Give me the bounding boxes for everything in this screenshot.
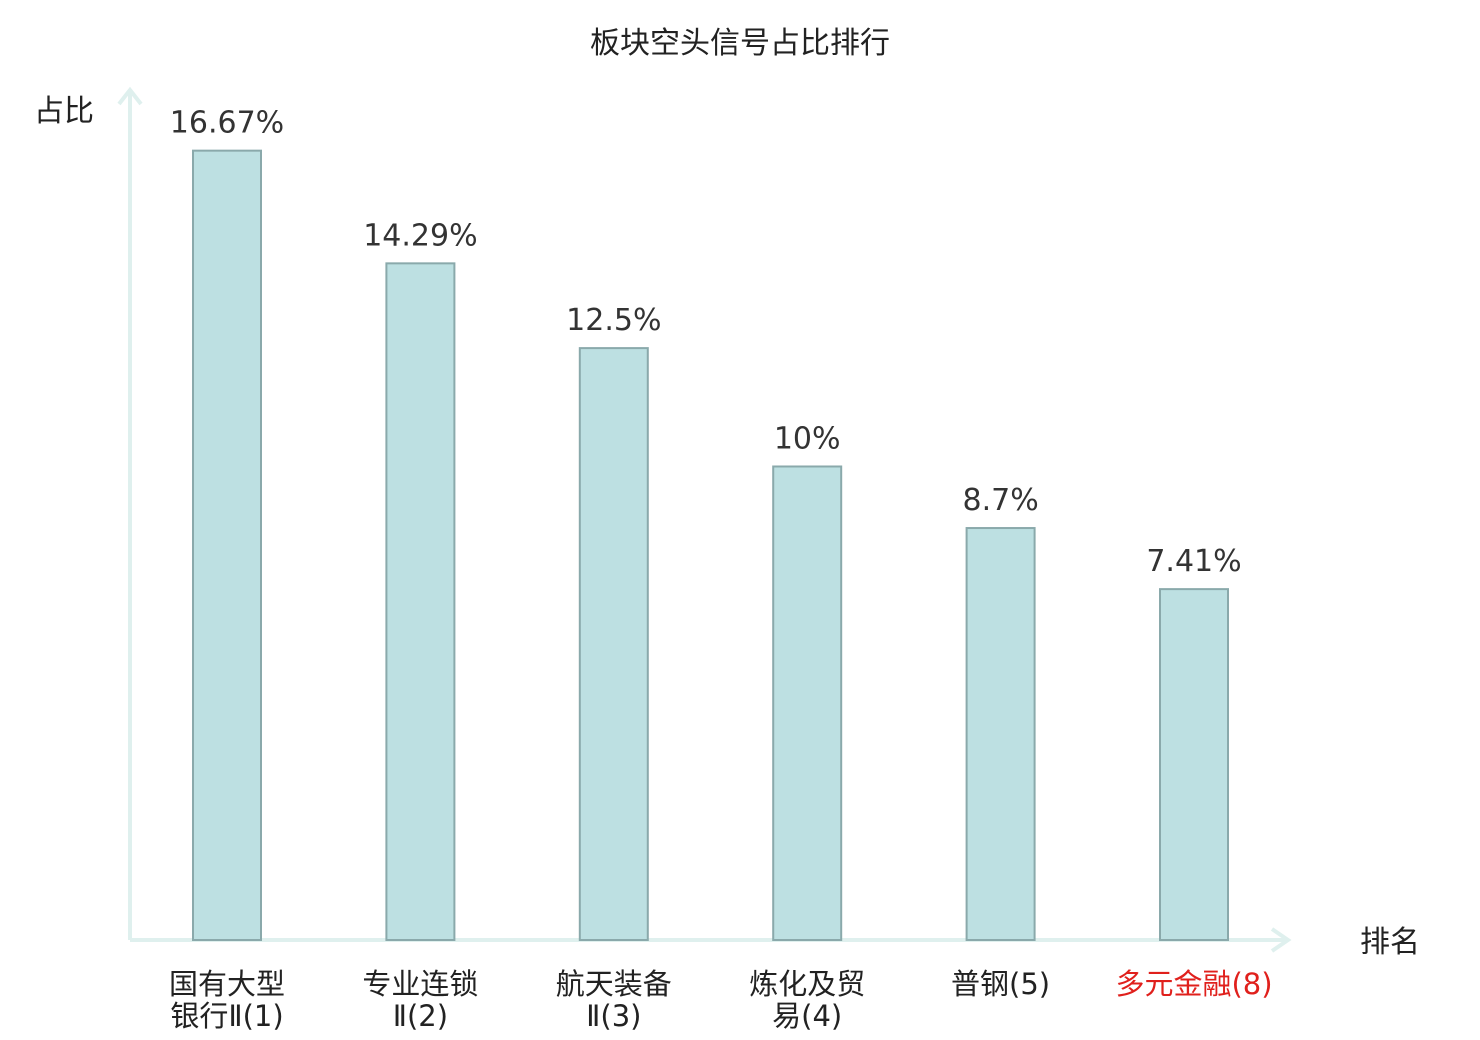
category-label-3: 航天装备 Ⅱ(3) [556,967,672,1033]
value-label-6: 7.41% [1146,544,1241,579]
category-label-line: 炼化及贸 [749,967,865,1001]
category-label-line: 专业连锁 [362,967,478,1001]
value-label-1: 16.67% [170,106,284,141]
value-label-4: 10% [774,421,841,456]
category-label-5: 普钢(5) [951,967,1050,1001]
x-axis-arrow [1270,927,1292,953]
category-label-line: 航天装备 [556,967,672,1001]
bar-3 [578,347,649,941]
y-axis-title: 占比 [34,94,94,129]
category-label-line: Ⅱ(3) [586,999,641,1033]
bar-1 [192,149,262,942]
bar-6 [1159,588,1229,941]
category-labels-group: 国有大型银行Ⅱ(1) 专业连锁 Ⅱ(2) 航天装备 Ⅱ(3) 炼化及贸易(4) 普钢(5) 多… [169,967,1273,1033]
category-label-line: 银行Ⅱ(1) [170,999,283,1033]
bar-4 [772,465,843,941]
category-label-line: Ⅱ(2) [393,999,448,1033]
value-label-5: 8.7% [962,483,1038,518]
x-axis-title: 排名 [1360,925,1420,960]
category-label-6: 多元金融(8) [1115,967,1272,1001]
value-labels-group: 16.67% 14.29% 12.5% 10% 8.7% 7.41% [170,106,1242,579]
bar-5 [965,527,1036,941]
category-label-line: 多元金融(8) [1115,967,1272,1001]
category-label-4: 炼化及贸易(4) [749,967,865,1033]
category-label-line: 国有大型 [169,967,285,1001]
value-label-3: 12.5% [566,303,661,338]
value-label-2: 14.29% [363,218,477,253]
category-label-line: 易(4) [772,999,842,1033]
category-label-1: 国有大型银行Ⅱ(1) [169,967,285,1033]
category-label-line: 普钢(5) [951,967,1050,1001]
bars-group [192,149,1229,942]
bar-2 [385,262,456,941]
chart-title: 板块空头信号占比排行 [590,26,890,61]
y-axis-arrow [117,86,143,106]
category-label-2: 专业连锁 Ⅱ(2) [362,967,478,1033]
